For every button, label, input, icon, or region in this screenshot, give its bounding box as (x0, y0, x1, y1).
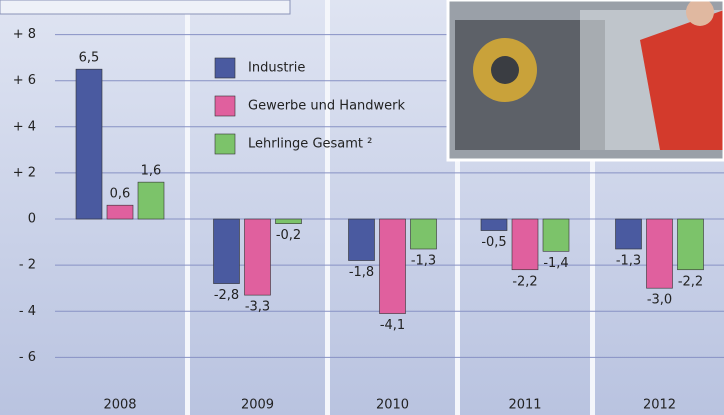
bar (106, 204, 134, 220)
value-label: -3,3 (245, 300, 270, 315)
y-tick-label: 0 (28, 212, 36, 227)
value-label: -4,1 (380, 318, 405, 333)
note-box (0, 0, 291, 15)
legend-swatch (214, 57, 236, 79)
bar (677, 218, 704, 271)
value-label: 6,5 (79, 51, 100, 66)
value-label: -2,2 (512, 274, 537, 289)
x-tick-label: 2008 (103, 398, 136, 413)
y-tick-label: + 8 (13, 27, 36, 42)
value-label: -0,2 (276, 228, 301, 243)
bar (542, 218, 570, 252)
bar (379, 218, 406, 314)
x-tick-label: 2009 (241, 398, 274, 413)
value-label: -0,5 (481, 235, 506, 250)
x-tick-label: 2011 (508, 398, 541, 413)
value-label: -3,0 (647, 293, 672, 308)
value-label: -2,2 (678, 274, 703, 289)
x-tick-label: 2012 (643, 398, 676, 413)
value-label: -1,4 (543, 256, 568, 271)
bar (480, 218, 508, 231)
legend-label: Lehrlinge Gesamt ² (248, 137, 372, 152)
column-separator (185, 0, 190, 415)
column-separator (590, 0, 595, 415)
value-label: -2,8 (214, 288, 239, 303)
value-label: -1,3 (616, 254, 641, 269)
y-tick-label: - 2 (19, 258, 36, 273)
y-tick-label: + 6 (13, 73, 36, 88)
photo (446, 0, 724, 162)
x-tick-label: 2010 (376, 398, 409, 413)
legend-label: Industrie (248, 61, 305, 76)
bar (213, 218, 240, 284)
y-tick-label: - 4 (19, 304, 36, 319)
value-label: 1,6 (141, 164, 162, 179)
bar (75, 68, 103, 220)
bar (615, 218, 642, 250)
legend-label: Gewerbe und Handwerk (248, 99, 406, 114)
bar (646, 218, 673, 289)
bar (137, 181, 165, 220)
bar (511, 218, 539, 271)
column-separator (455, 0, 460, 415)
legend-swatch (214, 95, 236, 117)
y-tick-label: + 2 (13, 165, 36, 180)
y-tick-label: - 6 (19, 350, 36, 365)
bar (275, 218, 302, 224)
value-label: 0,6 (110, 187, 131, 202)
legend-swatch (214, 133, 236, 155)
bar (244, 218, 271, 296)
value-label: -1,3 (411, 254, 436, 269)
bar (410, 218, 437, 250)
bar (348, 218, 375, 261)
column-separator (325, 0, 330, 415)
y-tick-label: + 4 (13, 119, 36, 134)
value-label: -1,8 (349, 265, 374, 280)
